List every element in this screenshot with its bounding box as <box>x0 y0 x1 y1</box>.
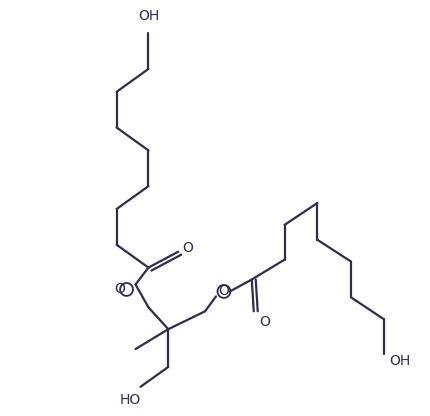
Text: HO: HO <box>120 393 141 407</box>
Text: OH: OH <box>138 9 159 23</box>
Text: O: O <box>182 241 193 255</box>
Text: O: O <box>260 315 270 329</box>
Text: O: O <box>114 282 125 297</box>
Text: OH: OH <box>389 354 410 368</box>
Text: O: O <box>218 285 229 298</box>
